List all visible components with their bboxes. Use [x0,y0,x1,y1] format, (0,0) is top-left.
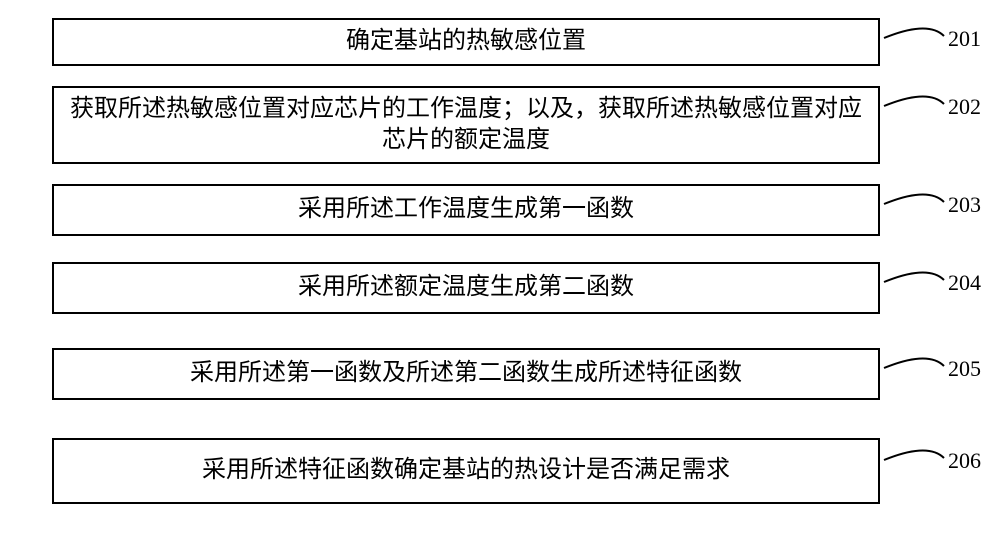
step-text-205: 采用所述第一函数及所述第二函数生成所述特征函数 [190,358,742,389]
step-label-203: 203 [948,192,981,218]
step-text-204: 采用所述额定温度生成第二函数 [298,272,634,303]
step-label-204: 204 [948,270,981,296]
step-box-206: 采用所述特征函数确定基站的热设计是否满足需求 [52,438,880,504]
step-text-202: 获取所述热敏感位置对应芯片的工作温度；以及，获取所述热敏感位置对应芯片的额定温度 [66,94,866,156]
step-label-205: 205 [948,356,981,382]
step-label-206: 206 [948,448,981,474]
step-label-201: 201 [948,26,981,52]
step-box-203: 采用所述工作温度生成第一函数 [52,184,880,236]
flowchart-canvas: 确定基站的热敏感位置 201 获取所述热敏感位置对应芯片的工作温度；以及，获取所… [0,0,1000,541]
step-text-201: 确定基站的热敏感位置 [346,26,586,57]
step-box-201: 确定基站的热敏感位置 [52,18,880,66]
step-box-204: 采用所述额定温度生成第二函数 [52,262,880,314]
step-text-203: 采用所述工作温度生成第一函数 [298,194,634,225]
step-label-202: 202 [948,94,981,120]
step-box-205: 采用所述第一函数及所述第二函数生成所述特征函数 [52,348,880,400]
step-box-202: 获取所述热敏感位置对应芯片的工作温度；以及，获取所述热敏感位置对应芯片的额定温度 [52,86,880,164]
step-text-206: 采用所述特征函数确定基站的热设计是否满足需求 [202,455,730,486]
